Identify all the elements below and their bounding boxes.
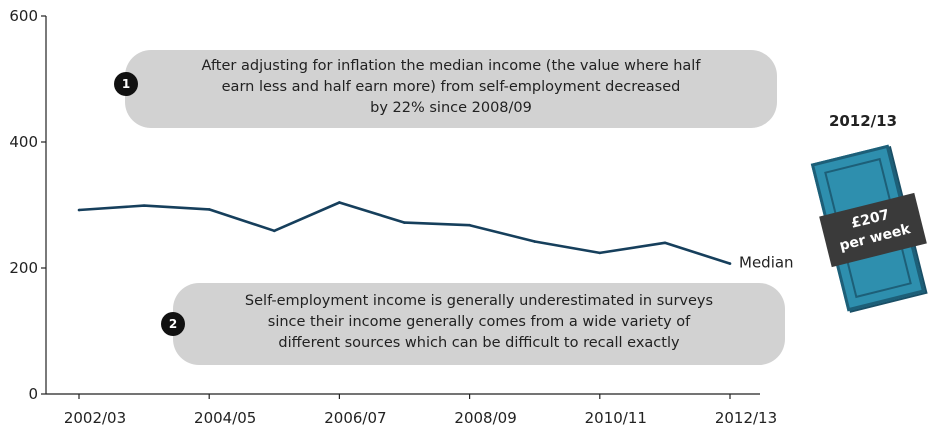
data-point [728, 262, 732, 265]
callout-2-number-badge: 2 [161, 312, 185, 336]
x-tick-label: 2008/09 [454, 409, 516, 427]
callout-2: Self-employment income is generally unde… [173, 283, 785, 365]
data-point [663, 241, 667, 245]
data-point [273, 229, 276, 233]
data-point [598, 251, 602, 255]
x-tick-label: 2012/13 [715, 409, 777, 427]
series-label-median: Median [739, 254, 794, 272]
data-point [338, 201, 341, 204]
data-point [468, 223, 471, 227]
data-point [533, 240, 536, 243]
data-point [142, 204, 146, 207]
x-tick-label: 2006/07 [324, 409, 386, 427]
data-point [403, 221, 406, 224]
y-tick-label: 400 [9, 133, 38, 151]
x-tick-label: 2010/11 [585, 409, 647, 427]
y-tick-label: 0 [28, 385, 38, 403]
data-point [207, 208, 211, 211]
x-tick-label: 2004/05 [194, 409, 256, 427]
callout-2-text: Self-employment income is generally unde… [244, 293, 714, 351]
y-tick-label: 200 [9, 259, 38, 277]
snapshot-year: 2012/13 [828, 112, 898, 130]
callout-1: After adjusting for inflation the median… [125, 50, 777, 128]
callout-1-number-badge: 1 [114, 72, 138, 96]
y-tick-label: 600 [9, 7, 38, 25]
series-line-median [78, 201, 731, 265]
data-point [77, 208, 81, 212]
x-tick-label: 2002/03 [64, 409, 126, 427]
callout-1-text: After adjusting for inflation the median… [201, 58, 701, 116]
banknote-illustration: £207 per week [810, 142, 930, 312]
